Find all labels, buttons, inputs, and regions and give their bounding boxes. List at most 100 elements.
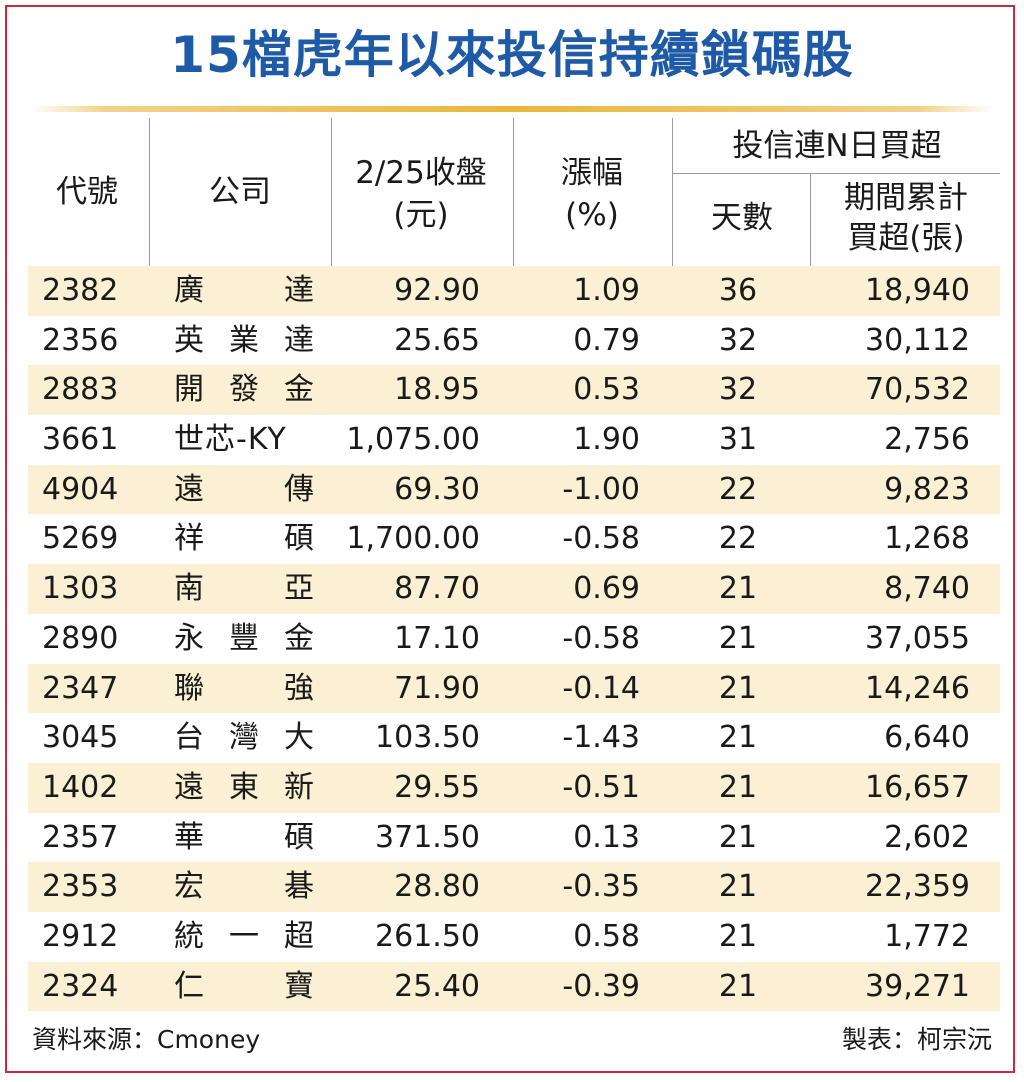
cell-company: 遠 傳 [174,471,314,507]
cell-close: 1,700.00 [346,521,480,557]
header-change-line2: (%) [565,197,619,233]
header-divider [513,118,514,266]
cell-days: 22 [718,471,758,507]
cell-change: 1.90 [573,422,640,458]
cell-days: 22 [718,521,758,557]
cell-code: 2353 [42,869,119,905]
cell-code: 2883 [42,372,119,408]
cell-change: -1.43 [562,720,640,756]
cell-code: 2912 [42,918,119,954]
cell-close: 25.65 [394,322,480,358]
table-row: 2357 華 碩 371.50 0.13 21 2,602 [28,812,1000,863]
cell-close: 103.50 [375,720,480,756]
cell-days: 21 [718,670,758,706]
page-title: 15檔虎年以來投信持續鎖碼股 [170,26,854,84]
cell-days: 21 [718,769,758,805]
cell-company: 南 亞 [174,571,314,607]
source-note: 資料來源：Cmoney [32,1025,261,1054]
cell-company: 世芯-KY [174,422,287,458]
cell-close: 92.90 [394,273,480,308]
cell-days: 21 [718,571,758,607]
cell-company: 永 豐 金 [174,620,314,656]
header-total-line1: 期間累計 [844,180,968,216]
cell-close: 371.50 [375,819,480,855]
table-row: 2324 仁 寶 25.40 -0.39 21 39,271 [28,961,1000,1012]
header-divider [149,118,150,266]
header-total-line2: 買超(張) [847,220,965,256]
header-divider [810,174,811,266]
cell-code: 2356 [42,322,119,358]
header-company: 公司 [209,174,271,210]
table-row: 2356 英 業 達 25.65 0.79 32 30,112 [28,315,1000,366]
table-row: 2353 宏 碁 28.80 -0.35 21 22,359 [28,862,1000,912]
cell-close: 1,075.00 [346,422,480,458]
cell-code: 1402 [42,769,119,805]
cell-days: 21 [718,869,758,905]
cell-total: 22,359 [865,869,970,905]
header-group: 投信連N日買超 [732,128,942,164]
cell-change: -0.39 [562,968,640,1004]
header-days: 天數 [711,200,773,236]
cell-change: 0.13 [573,819,640,855]
header-code: 代號 [56,174,118,210]
cell-company: 台 灣 大 [174,720,314,756]
cell-company: 廣 達 [174,273,314,308]
table-row: 1402 遠 東 新 29.55 -0.51 21 16,657 [28,762,1000,813]
cell-total: 14,246 [865,670,970,706]
header-group-underline [673,173,1000,174]
cell-change: -1.00 [562,471,640,507]
cell-code: 3045 [42,720,119,756]
cell-close: 71.90 [394,670,480,706]
cell-total: 8,740 [884,571,970,607]
cell-change: -0.58 [562,620,640,656]
cell-close: 17.10 [394,620,480,656]
cell-company: 祥 碩 [174,521,314,557]
cell-change: -0.51 [562,769,640,805]
cell-total: 2,756 [884,422,970,458]
cell-change: -0.35 [562,869,640,905]
header-divider [672,118,673,266]
cell-code: 1303 [42,571,119,607]
cell-total: 39,271 [865,968,970,1004]
cell-total: 70,532 [865,372,970,408]
table-row: 2382 廣 達 92.90 1.09 36 18,940 [28,266,1000,316]
header-divider [331,118,332,266]
table-row: 5269 祥 碩 1,700.00 -0.58 22 1,268 [28,514,1000,565]
cell-change: 0.53 [573,372,640,408]
cell-days: 31 [718,422,758,458]
cell-days: 21 [718,918,758,954]
header-change-line1: 漲幅 [561,155,623,191]
cell-close: 29.55 [394,769,480,805]
cell-company: 華 碩 [174,819,314,855]
cell-total: 16,657 [865,769,970,805]
cell-total: 1,268 [884,521,970,557]
cell-total: 37,055 [865,620,970,656]
stock-table: 2382 廣 達 92.90 1.09 36 18,940 2356 英 業 達 25.65 0.… [28,266,1000,1012]
header-close-line2: (元) [393,197,449,233]
cell-close: 18.95 [394,372,480,408]
cell-code: 4904 [42,471,119,507]
cell-total: 18,940 [865,273,970,308]
table-row: 4904 遠 傳 69.30 -1.00 22 9,823 [28,464,1000,515]
header-close-line1: 2/25收盤 [355,155,487,191]
cell-change: 1.09 [573,273,640,308]
cell-company: 仁 寶 [174,968,314,1004]
cell-company: 宏 碁 [174,869,314,905]
cell-total: 6,640 [884,720,970,756]
cell-code: 2347 [42,670,119,706]
cell-change: -0.14 [562,670,640,706]
cell-days: 21 [718,620,758,656]
cell-close: 25.40 [394,968,480,1004]
cell-company: 英 業 達 [174,322,314,358]
cell-total: 2,602 [884,819,970,855]
cell-code: 2357 [42,819,119,855]
table-row: 1303 南 亞 87.70 0.69 21 8,740 [28,564,1000,614]
cell-days: 32 [718,372,758,408]
table-row: 2347 聯 強 71.90 -0.14 21 14,246 [28,663,1000,714]
cell-close: 87.70 [394,571,480,607]
table-row: 3045 台 灣 大 103.50 -1.43 21 6,640 [28,713,1000,763]
cell-code: 2382 [42,273,119,308]
cell-total: 9,823 [884,471,970,507]
cell-change: 0.79 [573,322,640,358]
table-row: 3661 世芯-KY 1,075.00 1.90 31 2,756 [28,415,1000,465]
